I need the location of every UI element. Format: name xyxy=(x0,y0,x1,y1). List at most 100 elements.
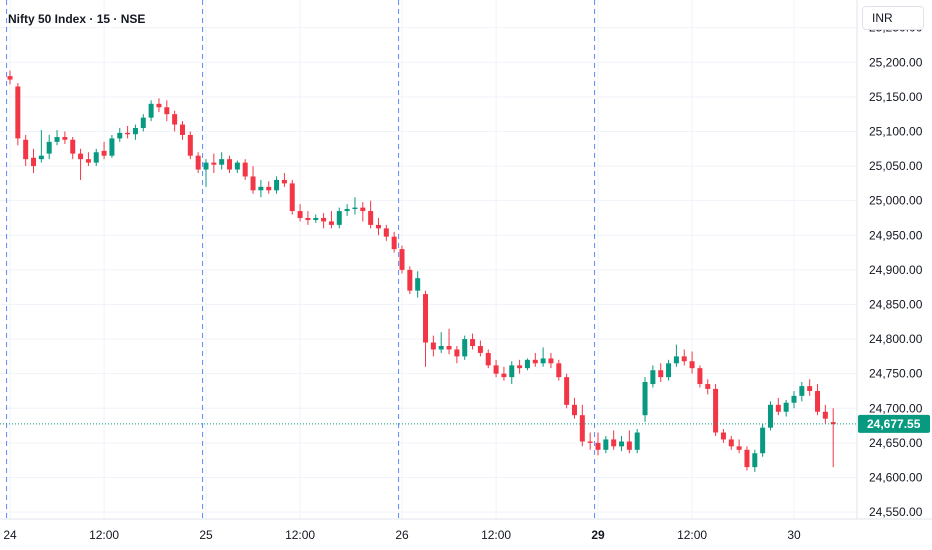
candle-body xyxy=(517,365,523,369)
candle-body xyxy=(587,441,593,443)
candle-body xyxy=(650,370,656,385)
candle-body xyxy=(477,346,483,353)
candle-body xyxy=(752,453,758,468)
candle-body xyxy=(78,153,84,160)
candle-body xyxy=(15,86,21,139)
candle-body xyxy=(509,365,515,378)
time-tick-label: 12:00 xyxy=(285,528,315,542)
candle-body xyxy=(626,441,632,450)
candle-body xyxy=(101,150,107,156)
last-price-tag: 24,677.55 xyxy=(858,414,930,433)
candle-body xyxy=(728,439,734,447)
candle-body xyxy=(493,365,499,374)
price-axis-panel[interactable] xyxy=(857,0,932,550)
candle-body xyxy=(720,432,726,440)
candle-body xyxy=(501,373,507,378)
candle-body xyxy=(70,139,76,154)
candle-body xyxy=(799,386,805,396)
price-tick-label: 24,700.00 xyxy=(869,401,923,415)
last-price-value: 24,677.55 xyxy=(867,417,921,431)
candle-body xyxy=(148,103,154,118)
currency-button[interactable]: INR xyxy=(862,6,924,30)
candle-body xyxy=(830,422,836,425)
symbol-title[interactable]: Nifty 50 Index · 15 · NSE xyxy=(8,12,146,26)
candle-body xyxy=(140,117,146,129)
candle-body xyxy=(744,449,750,468)
candle-body xyxy=(360,207,366,212)
candle-body xyxy=(281,179,287,184)
candle-body xyxy=(815,390,821,412)
candle-body xyxy=(172,114,178,125)
time-tick-label: 12:00 xyxy=(89,528,119,542)
candle-body xyxy=(164,107,170,115)
candle-body xyxy=(195,155,201,170)
time-tick-label: 12:00 xyxy=(677,528,707,542)
price-tick-label: 24,650.00 xyxy=(869,436,923,450)
candle-body xyxy=(305,217,311,221)
candle-body xyxy=(179,124,185,135)
candle-body xyxy=(187,134,193,156)
candle-body xyxy=(446,346,452,350)
candle-body xyxy=(46,141,52,154)
candle-body xyxy=(430,342,436,350)
session-separators xyxy=(6,0,596,519)
candle-body xyxy=(438,346,444,350)
candle-body xyxy=(619,441,625,447)
candle-body xyxy=(666,363,672,378)
candle-body xyxy=(313,217,319,221)
candle-body xyxy=(62,137,68,140)
candle-body xyxy=(125,132,131,135)
candle-body xyxy=(23,139,29,160)
candle-body xyxy=(132,128,138,135)
candle-body xyxy=(85,159,91,163)
time-tick-label: 12:00 xyxy=(481,528,511,542)
candle-body xyxy=(368,211,374,225)
candle-body xyxy=(485,352,491,366)
candle-body xyxy=(760,427,766,454)
price-tick-label: 25,200.00 xyxy=(869,55,923,69)
price-tick-label: 25,100.00 xyxy=(869,124,923,138)
candle-body xyxy=(258,186,264,191)
candle-body xyxy=(807,386,813,391)
candle-body xyxy=(642,381,648,416)
candle-body xyxy=(713,388,719,433)
candle-body xyxy=(415,278,421,291)
candle-body xyxy=(736,446,742,450)
candle-body xyxy=(595,442,601,450)
candle-body xyxy=(289,183,295,212)
candle-body xyxy=(564,377,570,405)
candle-body xyxy=(336,211,342,225)
candle-body xyxy=(399,249,405,270)
price-tick-label: 24,850.00 xyxy=(869,297,923,311)
price-tick-label: 24,950.00 xyxy=(869,228,923,242)
price-tick-label: 24,900.00 xyxy=(869,263,923,277)
candle-body xyxy=(705,384,711,389)
candle-body xyxy=(634,432,640,450)
candle-body xyxy=(407,269,413,291)
candle-body xyxy=(38,155,44,160)
time-tick-label: 26 xyxy=(395,528,409,542)
candle-body xyxy=(423,294,429,343)
candle-body xyxy=(462,339,468,357)
candle-body xyxy=(697,368,703,385)
last-price-tag-box xyxy=(858,414,930,433)
candle-body xyxy=(767,404,773,428)
price-axis-labels: 25,250.0025,200.0025,150.0025,100.0025,0… xyxy=(869,21,923,519)
candle-body xyxy=(266,186,272,191)
candle-body xyxy=(297,211,303,218)
candle-body xyxy=(524,359,530,369)
candle-body xyxy=(603,439,609,450)
candle-body xyxy=(532,359,538,364)
candle-body xyxy=(250,176,256,191)
price-tick-label: 25,000.00 xyxy=(869,194,923,208)
grid xyxy=(0,0,857,519)
time-tick-label: 30 xyxy=(787,528,801,542)
candle-body xyxy=(391,236,397,250)
candle-body xyxy=(227,159,233,170)
candle-body xyxy=(242,162,248,177)
price-tick-label: 24,550.00 xyxy=(869,505,923,519)
candle-body xyxy=(783,402,789,412)
candle-body xyxy=(689,361,695,369)
candle-body xyxy=(375,224,381,229)
